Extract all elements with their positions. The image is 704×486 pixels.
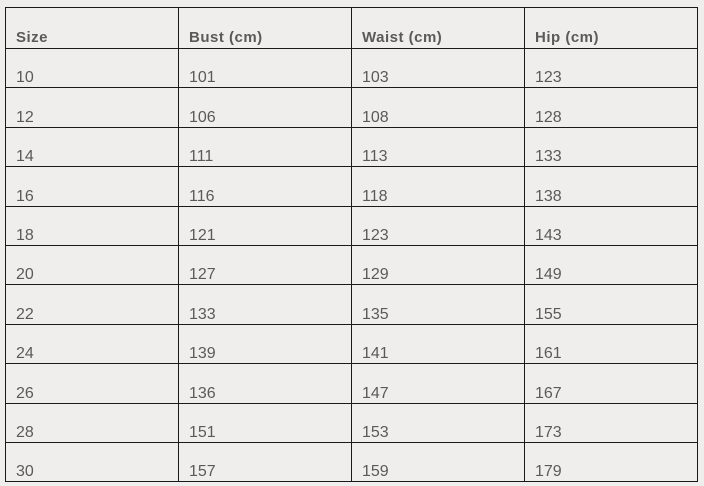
bust-cell: 151 — [178, 402, 352, 443]
hip-cell: 173 — [524, 402, 698, 443]
size-cell: 16 — [5, 166, 179, 207]
waist-cell: 108 — [351, 87, 525, 128]
size-chart-table: Size Bust (cm) Waist (cm) Hip (cm) 10 101… — [5, 7, 698, 483]
bust-cell: 127 — [178, 244, 352, 286]
hip-cell: 167 — [524, 363, 698, 404]
bust-cell: 116 — [178, 166, 352, 207]
size-cell: 14 — [5, 126, 179, 168]
table-row: 24 139 141 161 — [5, 323, 698, 365]
header-hip: Hip (cm) — [524, 7, 698, 49]
waist-cell: 103 — [351, 47, 525, 89]
table-row: 26 136 147 167 — [5, 363, 698, 404]
table-row: 20 127 129 149 — [5, 244, 698, 286]
waist-cell: 129 — [351, 244, 525, 286]
bust-cell: 157 — [178, 441, 352, 483]
waist-cell: 118 — [351, 166, 525, 207]
table-row: 16 116 118 138 — [5, 166, 698, 207]
table-row: 30 157 159 179 — [5, 441, 698, 483]
table-row: 12 106 108 128 — [5, 87, 698, 128]
header-bust: Bust (cm) — [178, 7, 352, 49]
size-cell: 12 — [5, 87, 179, 128]
size-cell: 22 — [5, 284, 179, 325]
table-row: 14 111 113 133 — [5, 126, 698, 168]
table-row: 18 121 123 143 — [5, 205, 698, 246]
table-row: 28 151 153 173 — [5, 402, 698, 443]
hip-cell: 143 — [524, 205, 698, 246]
bust-cell: 111 — [178, 126, 352, 168]
hip-cell: 133 — [524, 126, 698, 168]
waist-cell: 147 — [351, 363, 525, 404]
hip-cell: 161 — [524, 323, 698, 365]
header-row: Size Bust (cm) Waist (cm) Hip (cm) — [5, 7, 698, 49]
bust-cell: 139 — [178, 323, 352, 365]
hip-cell: 128 — [524, 87, 698, 128]
waist-cell: 141 — [351, 323, 525, 365]
waist-cell: 113 — [351, 126, 525, 168]
waist-cell: 123 — [351, 205, 525, 246]
hip-cell: 123 — [524, 47, 698, 89]
table-row: 22 133 135 155 — [5, 284, 698, 325]
size-cell: 20 — [5, 244, 179, 286]
size-cell: 30 — [5, 441, 179, 483]
bust-cell: 106 — [178, 87, 352, 128]
hip-cell: 179 — [524, 441, 698, 483]
size-cell: 18 — [5, 205, 179, 246]
header-size: Size — [5, 7, 179, 49]
bust-cell: 101 — [178, 47, 352, 89]
bust-cell: 133 — [178, 284, 352, 325]
bust-cell: 121 — [178, 205, 352, 246]
hip-cell: 138 — [524, 166, 698, 207]
waist-cell: 135 — [351, 284, 525, 325]
size-cell: 28 — [5, 402, 179, 443]
table-row: 10 101 103 123 — [5, 47, 698, 89]
hip-cell: 155 — [524, 284, 698, 325]
size-cell: 26 — [5, 363, 179, 404]
size-cell: 24 — [5, 323, 179, 365]
size-cell: 10 — [5, 47, 179, 89]
waist-cell: 159 — [351, 441, 525, 483]
header-waist: Waist (cm) — [351, 7, 525, 49]
bust-cell: 136 — [178, 363, 352, 404]
hip-cell: 149 — [524, 244, 698, 286]
waist-cell: 153 — [351, 402, 525, 443]
